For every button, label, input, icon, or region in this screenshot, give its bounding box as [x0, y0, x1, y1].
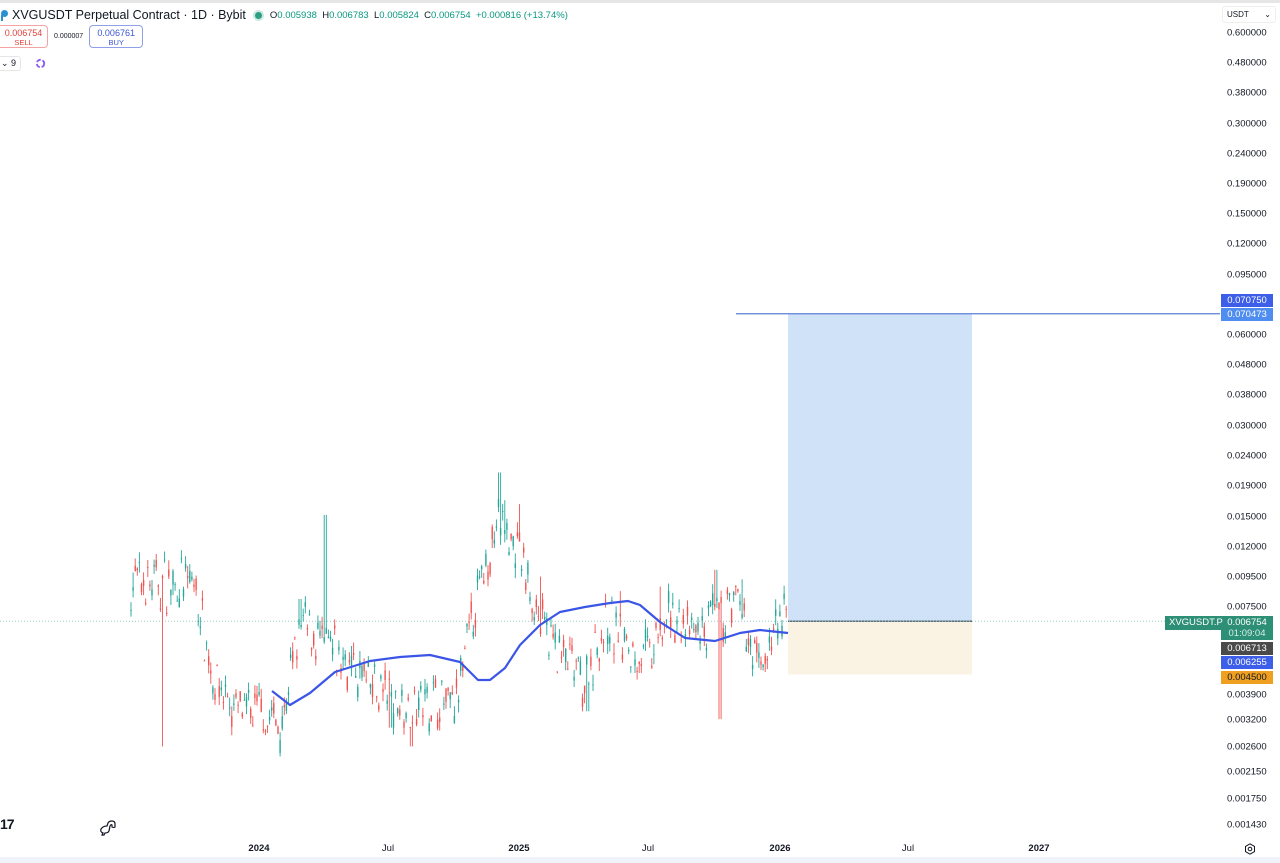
buy-button[interactable]: 0.006761 BUY — [89, 25, 144, 48]
dino-icon[interactable] — [99, 819, 117, 837]
indicators-toggle[interactable]: ⌄ 9 — [0, 56, 22, 71]
price-label: 0.070473 — [1221, 307, 1273, 321]
price-tick: 0.007500 — [1227, 601, 1267, 613]
symbol-price-tag: XVGUSDT.P — [1165, 616, 1227, 630]
price-tick: 0.095000 — [1227, 269, 1267, 281]
price-tick: 0.038000 — [1227, 389, 1267, 401]
price-tick: 0.003900 — [1227, 689, 1267, 701]
price-tick: 0.015000 — [1227, 511, 1267, 523]
change-value: +0.000816 (+13.74%) — [475, 9, 568, 21]
top-border — [0, 0, 1280, 3]
price-label: 0.006713 — [1221, 641, 1273, 655]
price-tick: 0.600000 — [1227, 27, 1267, 39]
time-tick: 2026 — [769, 843, 791, 854]
price-tick: 0.480000 — [1227, 57, 1267, 69]
spread-value: 0.000007 — [54, 33, 84, 40]
ohlc-values: O0.005938 H0.006783 L0.005824 C0.006754 … — [269, 9, 568, 21]
price-tick: 0.002150 — [1227, 766, 1267, 778]
price-label: 01:09:04 — [1221, 626, 1273, 640]
exchange-logo-icon — [1, 10, 8, 21]
symbol-title[interactable]: XVGUSDT Perpetual Contract · 1D · Bybit — [12, 8, 246, 22]
price-tick: 0.024000 — [1227, 450, 1267, 462]
price-tick: 0.019000 — [1227, 480, 1267, 492]
currency-select[interactable]: USDT ⌄ — [1222, 6, 1276, 23]
price-tick: 0.150000 — [1227, 208, 1267, 220]
settings-gear-icon[interactable] — [1244, 843, 1256, 855]
indicators-row: ⌄ 9 — [0, 56, 46, 71]
price-tick: 0.120000 — [1227, 238, 1267, 250]
price-tick: 0.012000 — [1227, 541, 1267, 553]
price-chart[interactable] — [0, 0, 1220, 843]
price-label: 0.006255 — [1221, 655, 1273, 669]
chevron-down-icon: ⌄ — [1264, 10, 1271, 19]
price-tick: 0.240000 — [1227, 148, 1267, 160]
price-tick: 0.001750 — [1227, 793, 1267, 805]
time-tick: 2027 — [1028, 843, 1050, 854]
sell-button[interactable]: 0.006754 SELL — [0, 25, 48, 48]
time-tick: 2024 — [248, 843, 270, 854]
time-tick: Jul — [901, 843, 915, 854]
price-tick: 0.190000 — [1227, 178, 1267, 190]
price-tick: 0.380000 — [1227, 87, 1267, 99]
time-tick: Jul — [641, 843, 655, 854]
time-tick: Jul — [381, 843, 395, 854]
price-label: 0.070750 — [1221, 293, 1273, 307]
price-label: 0.006754 — [1221, 615, 1273, 629]
price-tick: 0.030000 — [1227, 420, 1267, 432]
chart-legend: XVGUSDT Perpetual Contract · 1D · Bybit … — [0, 8, 568, 22]
loading-indicator-icon — [35, 58, 46, 69]
price-label: 0.004500 — [1221, 670, 1273, 684]
price-tick: 0.048000 — [1227, 359, 1267, 371]
price-tick: 0.009500 — [1227, 571, 1267, 583]
time-tick: 2025 — [508, 843, 530, 854]
price-tick: 0.060000 — [1227, 329, 1267, 341]
moving-average-line — [271, 599, 789, 707]
trade-panel: 0.006754 SELL 0.000007 0.006761 BUY — [0, 25, 144, 48]
stop-zone — [788, 621, 972, 675]
tradingview-logo[interactable]: 17 — [0, 816, 15, 832]
bottom-border — [0, 857, 1280, 863]
price-tick: 0.001430 — [1227, 819, 1267, 831]
target-zone — [788, 313, 972, 622]
price-tick: 0.003200 — [1227, 714, 1267, 726]
price-tick: 0.300000 — [1227, 118, 1267, 130]
price-tick: 0.002600 — [1227, 741, 1267, 753]
market-status-dot — [254, 11, 262, 19]
